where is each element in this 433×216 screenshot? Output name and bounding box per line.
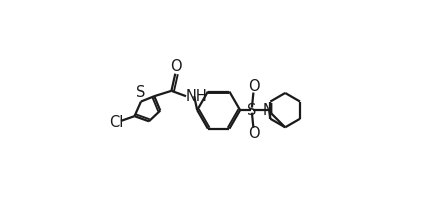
Text: O: O (170, 59, 181, 74)
Text: N: N (263, 103, 274, 118)
Text: O: O (248, 126, 260, 141)
Text: S: S (136, 85, 145, 100)
Text: S: S (246, 103, 256, 118)
Text: Cl: Cl (110, 115, 124, 130)
Text: NH: NH (186, 89, 208, 104)
Text: O: O (248, 79, 260, 94)
